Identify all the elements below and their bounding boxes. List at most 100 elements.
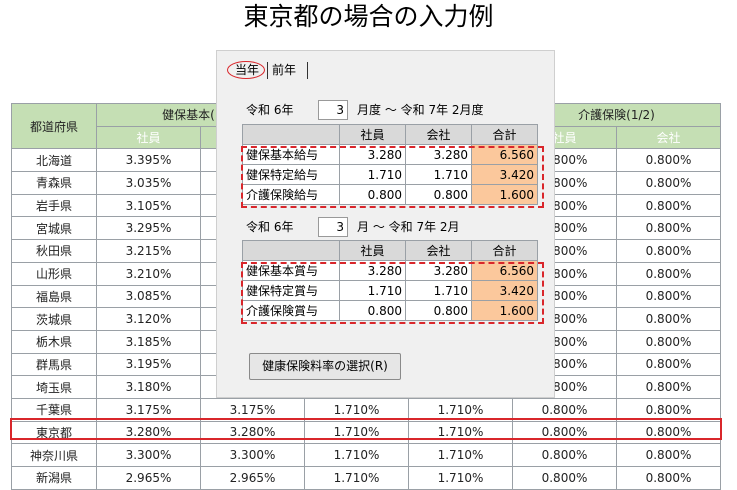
- tab-separator: [267, 62, 268, 79]
- rate-label: 介護保険賞与: [242, 300, 340, 321]
- grid-header-blank: [242, 124, 340, 145]
- rate-cell: 3.210%: [96, 261, 201, 286]
- rate-label: 介護保険給与: [242, 184, 340, 205]
- prefecture-cell: 新潟県: [11, 466, 97, 490]
- prefecture-cell: 青森県: [11, 171, 97, 195]
- company-rate-input[interactable]: 3.280: [405, 260, 472, 281]
- prefecture-cell: 宮城県: [11, 216, 97, 241]
- employee-rate-input[interactable]: 1.710: [339, 164, 406, 185]
- grid-header-blank: [242, 240, 340, 261]
- company-rate-input[interactable]: 0.800: [405, 300, 472, 321]
- company-rate-input[interactable]: 3.280: [405, 144, 472, 165]
- rate-cell: 0.800%: [616, 239, 721, 263]
- header-prefecture: 都道府県: [11, 102, 97, 150]
- salary-range-text: 月度 ～ 令和 7年 2月度: [357, 103, 484, 117]
- bonus-from-era: 令和 6年: [246, 220, 294, 234]
- page-title: 東京都の場合の入力例: [243, 2, 494, 31]
- prefecture-cell: 群馬県: [11, 352, 97, 377]
- salary-from-month-input[interactable]: 3: [318, 100, 348, 120]
- prefecture-cell: 山形県: [11, 261, 97, 286]
- rate-cell: 2.965%: [96, 466, 201, 490]
- grid-header-company: 会社: [405, 124, 472, 145]
- rate-cell: 1.710%: [408, 443, 513, 467]
- employee-rate-input[interactable]: 0.800: [339, 184, 406, 205]
- rate-cell: 3.085%: [96, 284, 201, 309]
- tab-previous-year[interactable]: 前年: [272, 63, 297, 77]
- rate-cell: 0.800%: [616, 261, 721, 286]
- prefecture-cell: 神奈川県: [11, 443, 97, 467]
- rate-cell: 0.800%: [616, 443, 721, 467]
- grid-header-employee: 社員: [339, 240, 406, 261]
- grid-row: 介護保険賞与 0.800 0.800 1.600: [242, 300, 538, 321]
- rate-cell: 0.800%: [616, 171, 721, 195]
- total-rate-cell: 1.600: [471, 184, 538, 205]
- grid-row: 健保基本賞与 3.280 3.280 6.560: [242, 260, 538, 281]
- rate-cell: 3.185%: [96, 329, 201, 354]
- bonus-range-text: 月 ～ 令和 7年 2月: [357, 220, 460, 234]
- rate-cell: 3.120%: [96, 307, 201, 331]
- rate-cell: 1.710%: [408, 397, 513, 422]
- rate-cell: 0.800%: [616, 193, 721, 218]
- prefecture-cell: 福島県: [11, 284, 97, 309]
- grid-header-total: 合計: [471, 240, 538, 261]
- total-rate-cell: 1.600: [471, 300, 538, 321]
- rate-cell: 0.800%: [512, 443, 617, 467]
- company-rate-input[interactable]: 1.710: [405, 280, 472, 301]
- rate-cell: 1.710%: [304, 466, 409, 490]
- salary-rate-grid: 社員 会社 合計 健保基本給与 3.280 3.280 6.560 健保特定給与 1.71…: [242, 124, 538, 205]
- rate-dialog: 当年 前年 令和 6年 3 月度 ～ 令和 7年 2月度 社員 会社 合計 健保…: [216, 50, 555, 398]
- rate-cell: 0.800%: [616, 466, 721, 490]
- current-tab-circle: [227, 61, 265, 79]
- salary-rows-highlight: [241, 146, 544, 208]
- grid-header-employee: 社員: [339, 124, 406, 145]
- grid-header-company: 会社: [405, 240, 472, 261]
- grid-row: 健保基本給与 3.280 3.280 6.560: [242, 144, 538, 165]
- prefecture-cell: 岩手県: [11, 193, 97, 218]
- select-health-rate-button[interactable]: 健康保険料率の選択(R): [249, 353, 401, 380]
- total-rate-cell: 6.560: [471, 144, 538, 165]
- employee-rate-input[interactable]: 3.280: [339, 144, 406, 165]
- subheader-company: 会社: [616, 125, 721, 150]
- grid-row: 介護保険給与 0.800 0.800 1.600: [242, 184, 538, 205]
- tokyo-row-highlight: [10, 418, 722, 440]
- rate-cell: 0.800%: [616, 352, 721, 377]
- rate-cell: 3.300%: [96, 443, 201, 467]
- rate-cell: 3.300%: [200, 443, 305, 467]
- subheader-employee: 社員: [96, 125, 201, 150]
- rate-label: 健保特定賞与: [242, 280, 340, 301]
- bonus-rows-highlight: [241, 262, 544, 324]
- rate-cell: 1.710%: [304, 443, 409, 467]
- rate-cell: 0.800%: [616, 284, 721, 309]
- rate-cell: 3.195%: [96, 352, 201, 377]
- rate-cell: 2.965%: [200, 466, 305, 490]
- employee-rate-input[interactable]: 1.710: [339, 280, 406, 301]
- rate-cell: 3.295%: [96, 216, 201, 241]
- rate-label: 健保基本給与: [242, 144, 340, 165]
- tab-separator: [307, 62, 308, 79]
- table-row: 神奈川県 3.300% 3.300% 1.710% 1.710% 0.800% 0.800%: [11, 443, 721, 467]
- rate-cell: 0.800%: [616, 216, 721, 241]
- rate-cell: 0.800%: [616, 375, 721, 399]
- prefecture-cell: 栃木県: [11, 329, 97, 354]
- rate-cell: 3.105%: [96, 193, 201, 218]
- grid-row: 健保特定賞与 1.710 1.710 3.420: [242, 280, 538, 301]
- rate-cell: 0.800%: [616, 307, 721, 331]
- tab-current-year[interactable]: 当年: [234, 63, 259, 77]
- rate-label: 健保基本賞与: [242, 260, 340, 281]
- rate-cell: 3.395%: [96, 148, 201, 173]
- total-rate-cell: 3.420: [471, 164, 538, 185]
- rate-cell: 3.035%: [96, 171, 201, 195]
- company-rate-input[interactable]: 0.800: [405, 184, 472, 205]
- employee-rate-input[interactable]: 0.800: [339, 300, 406, 321]
- rate-cell: 0.800%: [512, 466, 617, 490]
- bonus-rate-grid: 社員 会社 合計 健保基本賞与 3.280 3.280 6.560 健保特定賞与 1.71…: [242, 240, 538, 321]
- rate-cell: 0.800%: [616, 148, 721, 173]
- rate-cell: 3.215%: [96, 239, 201, 263]
- grid-header-total: 合計: [471, 124, 538, 145]
- rate-cell: 3.180%: [96, 375, 201, 399]
- company-rate-input[interactable]: 1.710: [405, 164, 472, 185]
- prefecture-cell: 北海道: [11, 148, 97, 173]
- salary-from-era: 令和 6年: [246, 103, 294, 117]
- employee-rate-input[interactable]: 3.280: [339, 260, 406, 281]
- bonus-from-month-input[interactable]: 3: [318, 217, 348, 237]
